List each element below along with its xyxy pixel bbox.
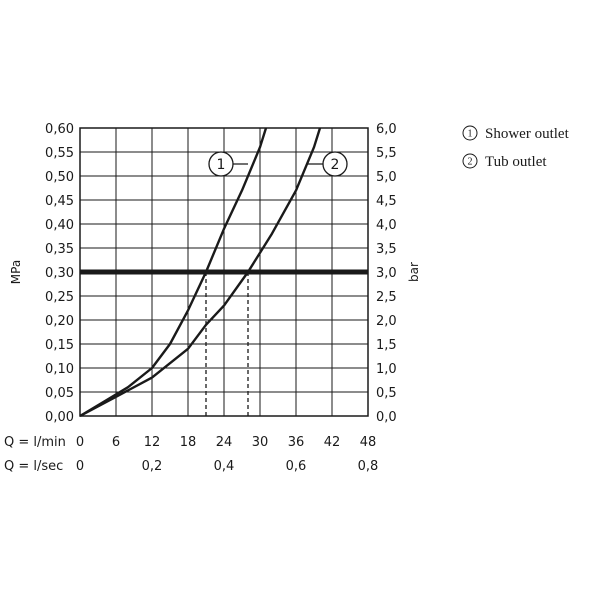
x-lmin-tick-label: 6 [112, 435, 120, 450]
y-left-tick-label: 0,05 [45, 386, 74, 401]
y-left-tick-label: 0,20 [45, 314, 74, 329]
legend-number: 2 [468, 157, 473, 168]
y-left-tick-label: 0,10 [45, 362, 74, 377]
y-left-tick-label: 0,15 [45, 338, 74, 353]
x-lsec-tick-label: 0,8 [358, 459, 379, 474]
y-left-tick-label: 0,60 [45, 122, 74, 137]
curves [79, 127, 322, 418]
y-right-tick-label: 1,0 [376, 362, 397, 377]
marker-number: 2 [331, 157, 340, 173]
x-lsec-tick-label: 0,2 [142, 459, 163, 474]
x-axes: Q = l/min 0 6 12 18 24 30 36 42 48 Q = l/sec 0 0,2 0,… [4, 435, 378, 474]
y-left-tick-label: 0,45 [45, 194, 74, 209]
plot-frame [79, 127, 369, 417]
y-right-tick-label: 4,5 [376, 194, 397, 209]
y-left-tick-label: 0,50 [45, 170, 74, 185]
x-lmin-tick-label: 24 [216, 435, 233, 450]
x-lmin-tick-label: 48 [360, 435, 377, 450]
legend-circle [462, 125, 478, 141]
y-right-tick-label: 5,0 [376, 170, 397, 185]
x-lsec-axis-label: Q = l/sec [4, 459, 63, 474]
x-lmin-tick-label: 12 [144, 435, 161, 450]
dashed-drop-lines [205, 272, 249, 416]
y-right-tick-label: 3,0 [376, 266, 397, 281]
curve-shower-outlet [79, 127, 268, 418]
marker-number: 1 [217, 157, 226, 173]
y-right-axis: 0,0 0,5 1,0 1,5 2,0 2,5 3,0 3,5 4,0 4,5 5,0 5,5 6,0 b… [376, 122, 421, 425]
y-right-tick-label: 2,5 [376, 290, 397, 305]
x-lmin-tick-label: 42 [324, 435, 341, 450]
x-lmin-tick-label: 18 [180, 435, 197, 450]
legend-label: Shower outlet [485, 126, 570, 142]
x-lmin-tick-label: 36 [288, 435, 305, 450]
y-left-axis-label: MPa [9, 260, 23, 284]
plot-border [79, 127, 369, 417]
marker-circle [208, 151, 234, 177]
y-left-tick-label: 0,55 [45, 146, 74, 161]
y-left-tick-label: 0,30 [45, 266, 74, 281]
legend-number: 1 [468, 129, 473, 140]
y-right-tick-label: 0,0 [376, 410, 397, 425]
curve-tub-outlet [79, 127, 322, 418]
y-right-tick-label: 5,5 [376, 146, 397, 161]
y-right-axis-label: bar [407, 262, 421, 282]
y-right-tick-label: 2,0 [376, 314, 397, 329]
x-lsec-tick-label: 0,4 [214, 459, 235, 474]
y-right-tick-label: 4,0 [376, 218, 397, 233]
y-right-tick-label: 3,5 [376, 242, 397, 257]
marker-circle [322, 151, 348, 177]
y-left-tick-label: 0,00 [45, 410, 74, 425]
legend-circle [462, 153, 478, 169]
y-right-tick-label: 1,5 [376, 338, 397, 353]
y-left-tick-label: 0,25 [45, 290, 74, 305]
legend-label: Tub outlet [485, 154, 547, 170]
legend: 1 Shower outlet 2 Tub outlet [462, 125, 570, 170]
y-left-tick-label: 0,35 [45, 242, 74, 257]
x-lsec-tick-label: 0,6 [286, 459, 307, 474]
y-right-tick-label: 0,5 [376, 386, 397, 401]
x-lmin-axis-label: Q = l/min [4, 435, 66, 450]
y-left-axis: 0,00 0,05 0,10 0,15 0,20 0,25 0,30 0,35 0,40 0,45… [9, 122, 74, 425]
x-lmin-tick-label: 0 [76, 435, 84, 450]
x-lmin-tick-label: 30 [252, 435, 269, 450]
y-left-tick-label: 0,40 [45, 218, 74, 233]
x-lsec-tick-label: 0 [76, 459, 84, 474]
y-right-tick-label: 6,0 [376, 122, 397, 137]
